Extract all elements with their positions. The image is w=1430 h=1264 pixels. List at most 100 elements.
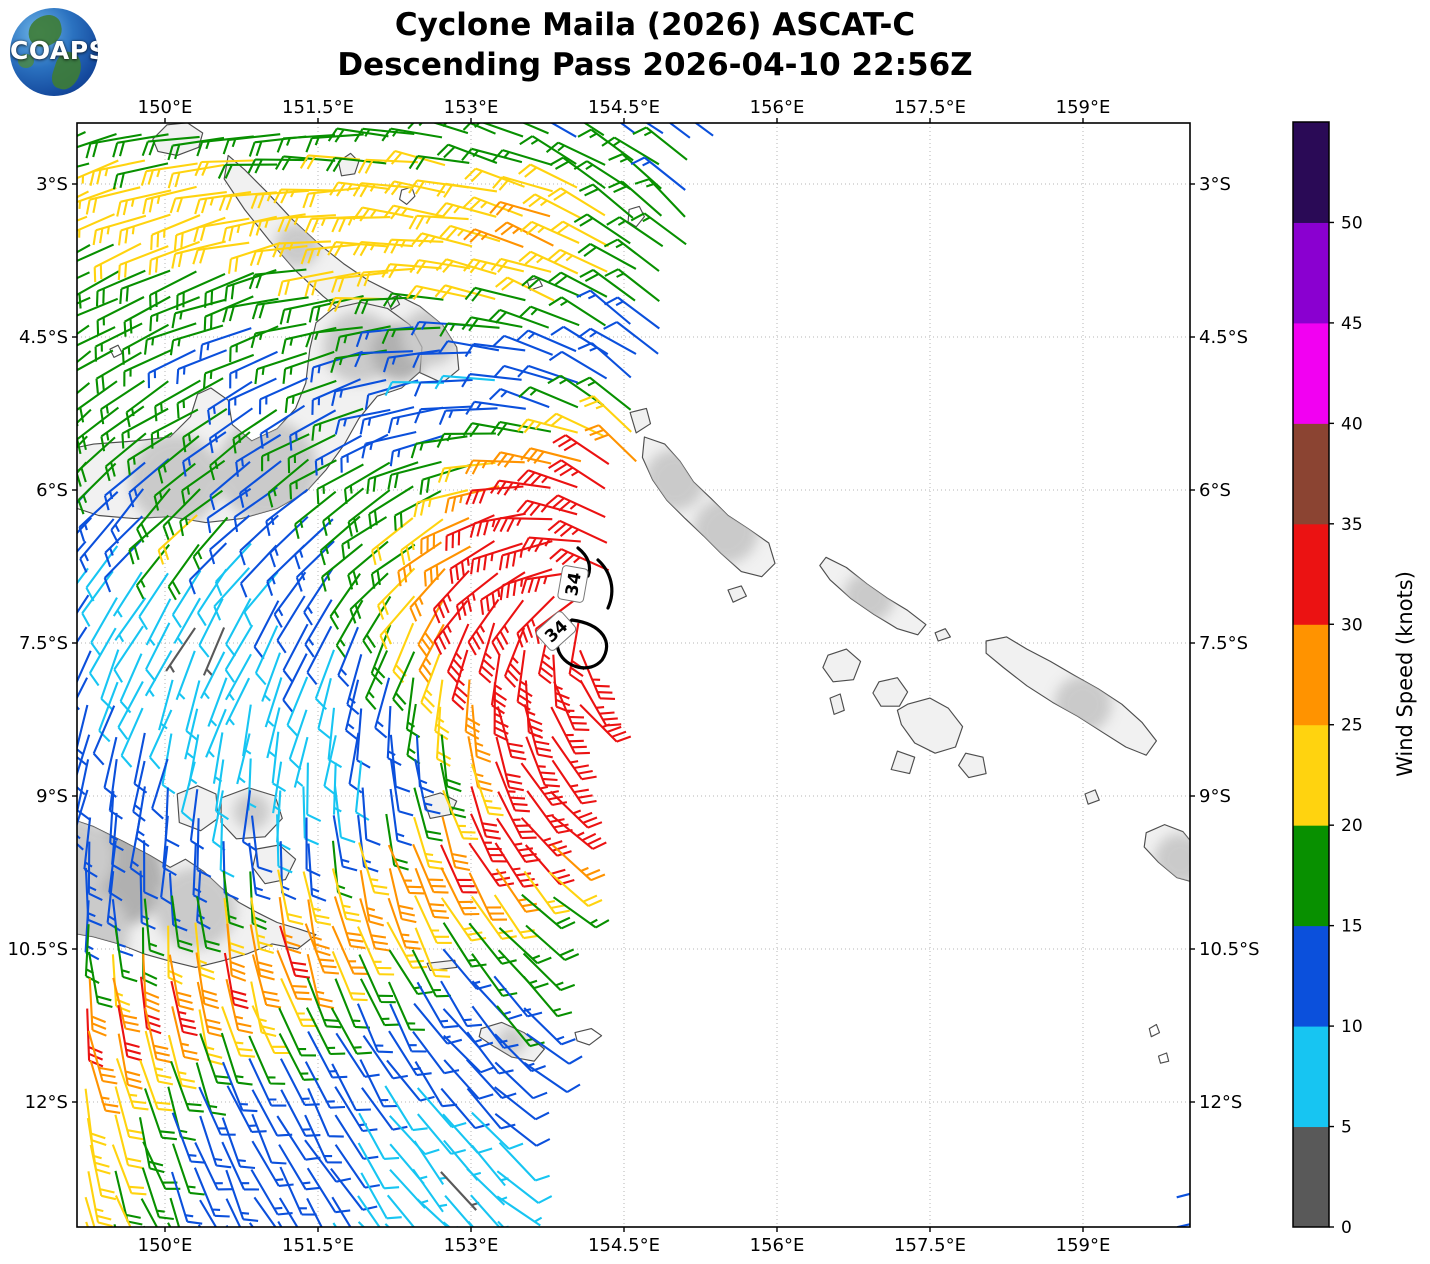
wind-barb	[577, 128, 634, 162]
wind-barb	[516, 499, 578, 517]
wind-barb	[208, 407, 254, 454]
wind-barb	[573, 160, 632, 191]
wind-barb	[277, 214, 336, 233]
contour-line-34kt	[576, 546, 592, 578]
wind-barb	[354, 296, 413, 315]
wind-barb	[119, 653, 143, 714]
wind-barb	[552, 896, 610, 929]
wind-barb	[377, 567, 416, 620]
lat-tick-label-left: 4.5°S	[19, 327, 68, 348]
wind-barb	[416, 1198, 458, 1227]
wind-barb	[169, 1197, 181, 1227]
wind-barb	[248, 268, 307, 290]
wind-barb	[90, 597, 118, 656]
wind-barb	[443, 1139, 482, 1181]
wind-barb	[463, 228, 524, 248]
wind-barb	[148, 240, 200, 275]
wind-barb	[522, 975, 573, 1018]
wind-barb	[389, 788, 413, 847]
wind-barb	[327, 241, 388, 257]
wind-barb	[77, 213, 115, 238]
wind-barb	[249, 924, 275, 981]
wind-barb	[306, 1167, 351, 1214]
wind-barb	[92, 705, 116, 766]
wind-barb	[77, 243, 115, 263]
contour-label-group: 34	[557, 565, 589, 603]
wind-barb	[193, 1167, 230, 1218]
lon-tick-label-top: 159°E	[1056, 97, 1111, 118]
wind-barb	[496, 1195, 543, 1227]
wind-barb	[144, 1030, 174, 1086]
wind-barb	[77, 435, 88, 449]
coastline-vangunu	[958, 752, 987, 779]
wind-barb	[161, 733, 176, 795]
colorbar-tick-label: 5	[1341, 1118, 1352, 1138]
wind-barb	[516, 595, 555, 648]
wind-barb	[325, 156, 387, 173]
wind-barb	[114, 1170, 143, 1226]
wind-barb	[167, 163, 225, 189]
lon-tick-label-top: 153°E	[444, 97, 499, 118]
wind-barb	[143, 322, 197, 355]
wind-barb	[364, 650, 389, 710]
wind-barb	[306, 977, 342, 1029]
coastline-normanby	[252, 844, 297, 885]
wind-barb	[356, 708, 371, 769]
wind-barb	[85, 186, 141, 215]
wind-barb	[225, 978, 254, 1035]
lat-tick-label-left: 3°S	[36, 174, 68, 195]
wind-barb	[417, 598, 445, 658]
wind-barb	[362, 1035, 408, 1080]
axes: 150°E 150°E 151.5°E 151.5°E 153°E 153°E 154.5°…	[7, 97, 1259, 1256]
wind-barb	[548, 459, 606, 490]
wind-barb	[451, 649, 469, 711]
wind-barb	[141, 135, 200, 157]
wind-barb	[518, 386, 579, 409]
wind-barb	[104, 432, 147, 482]
wind-barb	[199, 327, 252, 360]
wind-barb	[114, 925, 138, 983]
wind-barb	[579, 679, 622, 727]
wind-barb	[85, 133, 142, 159]
wind-barb	[150, 214, 201, 250]
wind-barb	[77, 326, 116, 347]
wind-barb	[282, 623, 309, 683]
wind-barb	[517, 469, 578, 489]
wind-barb	[413, 787, 443, 842]
wind-barb	[467, 598, 500, 656]
lat-tick-label-left: 10.5°S	[7, 939, 68, 960]
wind-barb	[499, 568, 553, 601]
wind-barb	[162, 488, 201, 541]
wind-barb	[387, 460, 442, 490]
wind-barb	[578, 183, 634, 219]
wind-barb	[221, 1117, 256, 1170]
wind-barb	[278, 1007, 317, 1057]
wind-barb	[551, 844, 606, 882]
lat-tick-label-left: 12°S	[25, 1092, 68, 1113]
wind-barb	[409, 568, 446, 622]
colorbar: 0 5 10 15 20 25 30 35 40 45 50	[1292, 121, 1363, 1238]
lat-tick-label-right: 6°S	[1199, 480, 1231, 501]
terrain-shade-blob	[644, 449, 706, 511]
wind-barb	[518, 250, 579, 275]
lat-tick-label-left: 6°S	[36, 480, 68, 501]
wind-barb	[361, 430, 417, 459]
wind-barb	[253, 1196, 277, 1227]
wind-barb	[550, 220, 610, 248]
wind-barb	[249, 245, 308, 267]
wind-barb	[194, 1142, 233, 1191]
wind-barb	[276, 950, 312, 1001]
wind-barb	[222, 297, 279, 323]
wind-barb	[418, 623, 445, 683]
wind-barb	[547, 187, 606, 217]
wind-barb	[468, 922, 517, 965]
wind-barb	[305, 326, 363, 348]
wind-barb	[551, 759, 597, 805]
wind-barb	[306, 625, 333, 686]
wind-barb	[550, 706, 590, 755]
wind-barb	[334, 408, 391, 435]
wind-barb	[523, 1061, 581, 1094]
wind-barb	[412, 351, 472, 369]
wind-barb	[494, 1086, 550, 1121]
wind-barb	[306, 762, 322, 823]
